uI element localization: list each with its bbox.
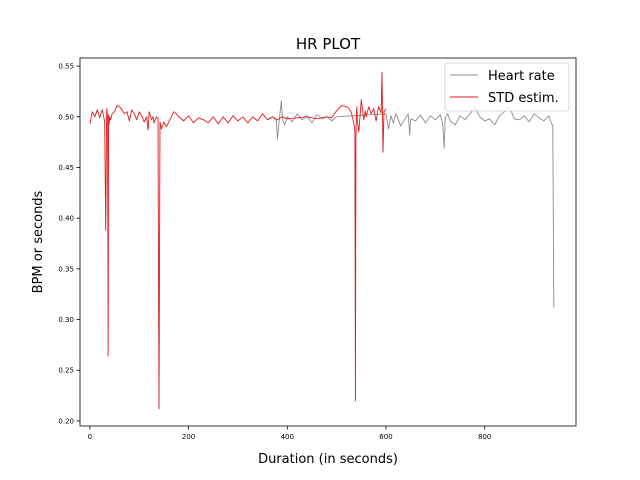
y-tick-label: 0.35	[58, 265, 74, 273]
y-tick-label: 0.55	[58, 63, 74, 71]
y-tick-label: 0.25	[58, 367, 74, 375]
axes-frame	[79, 57, 577, 427]
chart-title: HR PLOT	[296, 35, 361, 53]
legend: Heart rate STD estim.	[444, 62, 570, 112]
y-tick-label: 0.50	[58, 113, 74, 121]
y-axis-ticks: 0.20 0.25 0.30 0.35 0.40 0.45 0.50 0.55	[58, 63, 80, 425]
x-tick-label: 600	[379, 433, 392, 441]
legend-std-estim-label: STD estim.	[488, 91, 559, 106]
y-tick-label: 0.30	[58, 316, 74, 324]
x-tick-label: 400	[281, 433, 294, 441]
y-tick-label: 0.40	[58, 215, 74, 223]
y-tick-label: 0.20	[58, 417, 74, 425]
legend-heart-rate-label: Heart rate	[488, 69, 555, 84]
series-layer	[89, 71, 555, 410]
x-tick-label: 0	[88, 433, 92, 441]
x-axis-ticks: 0 200 400 600 800	[88, 426, 491, 441]
x-axis-label: Duration (in seconds)	[258, 452, 398, 467]
y-tick-label: 0.45	[58, 164, 74, 172]
std-estim-line	[89, 71, 387, 410]
plot-area: 0 200 400 600 800 0.200.250.300.350.400.450.…	[58, 57, 577, 441]
y-axis-label: BPM or seconds	[31, 190, 46, 293]
x-tick-label: 200	[182, 433, 195, 441]
x-tick-label: 800	[478, 433, 491, 441]
heart-rate-line	[267, 100, 555, 308]
